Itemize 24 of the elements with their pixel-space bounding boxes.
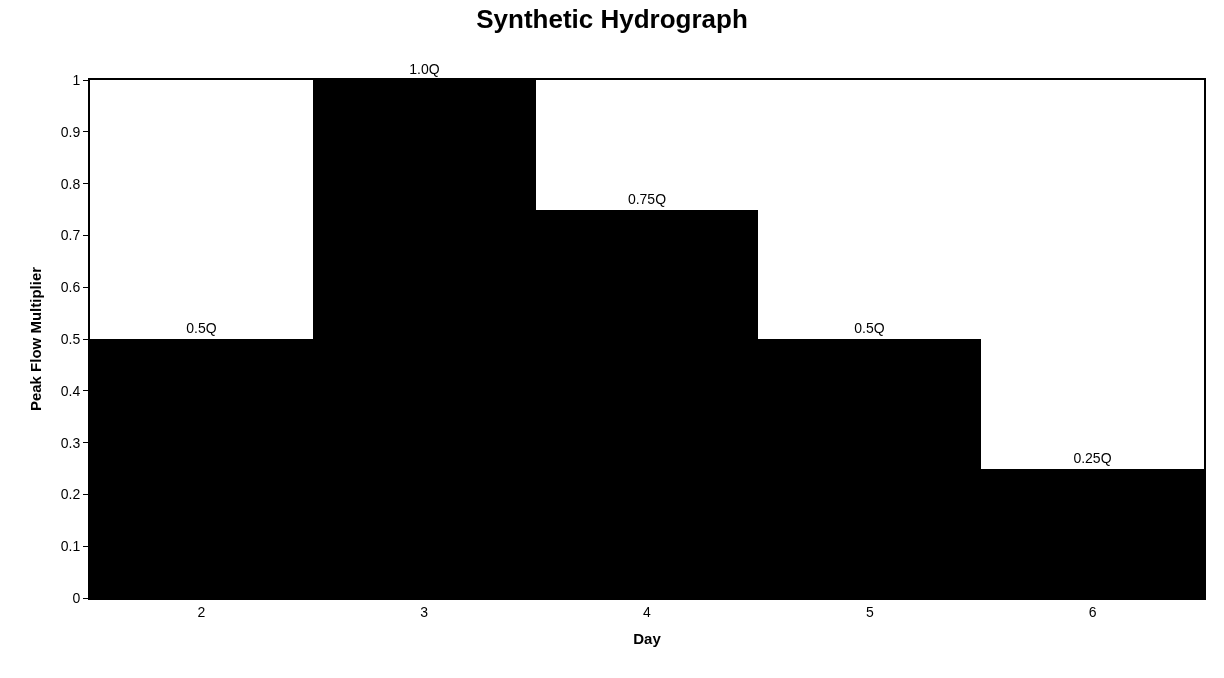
y-tick-label: 0.8 bbox=[60, 175, 81, 192]
data-label: 0.5Q bbox=[854, 320, 885, 336]
x-axis-title: Day bbox=[633, 630, 662, 648]
y-tick-label: 0.4 bbox=[60, 382, 81, 399]
x-tick-label: 3 bbox=[420, 603, 429, 620]
data-label: 1.0Q bbox=[409, 61, 440, 77]
data-label: 0.5Q bbox=[186, 320, 217, 336]
y-tick-label: 0.2 bbox=[60, 486, 81, 503]
y-tick-label: 1 bbox=[72, 71, 81, 88]
x-tick-label: 2 bbox=[197, 603, 206, 620]
y-tick-label: 0.3 bbox=[60, 434, 81, 451]
y-tick-label: 0.1 bbox=[60, 538, 81, 555]
y-tick-label: 0.6 bbox=[60, 279, 81, 296]
y-tick-label: 0.9 bbox=[60, 123, 81, 140]
y-tick-label: 0.7 bbox=[60, 227, 81, 244]
y-axis-title: Peak Flow Multiplier bbox=[27, 266, 45, 412]
x-tick-label: 4 bbox=[643, 603, 652, 620]
data-label: 0.75Q bbox=[627, 191, 667, 207]
y-tick-label: 0.5 bbox=[60, 330, 81, 347]
data-label: 0.25Q bbox=[1073, 450, 1112, 466]
y-tick-label: 0 bbox=[72, 589, 81, 606]
chart-title: Synthetic Hydrograph bbox=[476, 4, 748, 35]
x-tick-label: 6 bbox=[1088, 603, 1097, 620]
x-tick-label: 5 bbox=[865, 603, 874, 620]
